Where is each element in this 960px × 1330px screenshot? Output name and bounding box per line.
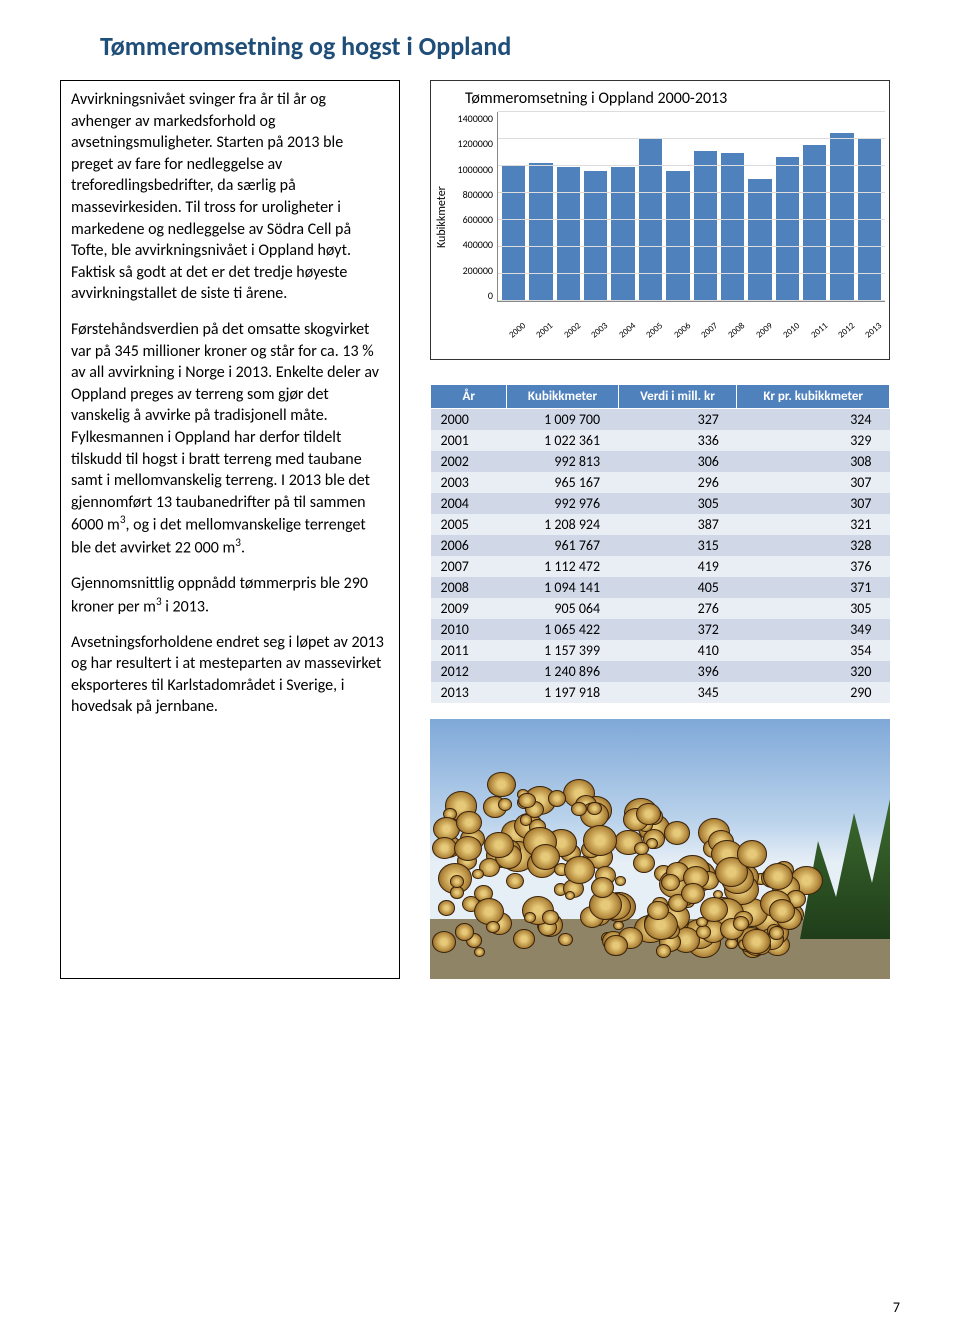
- th-krpr: Kr pr. kubikkmeter: [737, 385, 890, 409]
- chart-bar: [803, 145, 826, 301]
- th-year: År: [431, 385, 507, 409]
- table-row: 20051 208 924387321: [431, 514, 890, 535]
- chart-bar: [748, 179, 771, 301]
- y-tick: 800000: [451, 188, 493, 201]
- table-row: 20131 197 918345290: [431, 682, 890, 703]
- chart-bar: [666, 171, 689, 301]
- table-row: 20081 094 141405371: [431, 577, 890, 598]
- chart-bar: [776, 157, 799, 301]
- chart-bar: [557, 167, 580, 301]
- chart-y-ticks: 1400000 1200000 1000000 800000 600000 400000 2…: [451, 112, 497, 302]
- th-verdi: Verdi i mill. kr: [618, 385, 737, 409]
- chart-title: Tømmeromsetning i Oppland 2000-2013: [465, 89, 885, 108]
- table-row: 2003965 167296307: [431, 472, 890, 493]
- chart-bar: [611, 167, 634, 301]
- page-number: 7: [893, 1299, 900, 1316]
- table-row: 2002992 813306308: [431, 451, 890, 472]
- table-row: 20001 009 700327324: [431, 409, 890, 431]
- table-row: 2006961 767315328: [431, 535, 890, 556]
- table-row: 20121 240 896396320: [431, 661, 890, 682]
- paragraph-3: Gjennomsnittlig oppnådd tømmerpris ble 2…: [71, 573, 389, 618]
- table-header-row: År Kubikkmeter Verdi i mill. kr Kr pr. k…: [431, 385, 890, 409]
- chart-bar: [721, 153, 744, 301]
- y-tick: 400000: [451, 238, 493, 251]
- table-row: 20071 112 472419376: [431, 556, 890, 577]
- chart-bar: [858, 139, 881, 301]
- table-row: 2004992 976305307: [431, 493, 890, 514]
- chart-bar: [584, 171, 607, 301]
- y-tick: 1000000: [451, 163, 493, 176]
- paragraph-4: Avsetningsforholdene endret seg i løpet …: [71, 632, 389, 718]
- y-tick: 1400000: [451, 112, 493, 125]
- chart-y-label: Kubikkmeter: [435, 112, 451, 322]
- page-title: Tømmeromsetning og hogst i Oppland: [100, 30, 900, 62]
- paragraph-2: Førstehåndsverdien på det omsatte skogvi…: [71, 319, 389, 559]
- chart-bar: [529, 163, 552, 301]
- data-table: År Kubikkmeter Verdi i mill. kr Kr pr. k…: [430, 384, 890, 703]
- content-columns: Avvirkningsnivået svinger fra år til år …: [60, 80, 900, 979]
- chart-bar: [502, 165, 525, 301]
- table-row: 20101 065 422372349: [431, 619, 890, 640]
- bar-chart: Tømmeromsetning i Oppland 2000-2013 Kubi…: [430, 80, 890, 360]
- y-tick: 1200000: [451, 137, 493, 150]
- chart-bar: [694, 151, 717, 301]
- body-text-box: Avvirkningsnivået svinger fra år til år …: [60, 80, 400, 979]
- y-tick: 600000: [451, 213, 493, 226]
- right-column: Tømmeromsetning i Oppland 2000-2013 Kubi…: [430, 80, 900, 979]
- th-kubikk: Kubikkmeter: [507, 385, 618, 409]
- y-tick: 0: [451, 289, 493, 302]
- paragraph-1: Avvirkningsnivået svinger fra år til år …: [71, 89, 389, 305]
- table-row: 20111 157 399410354: [431, 640, 890, 661]
- table-row: 20011 022 361336329: [431, 430, 890, 451]
- y-tick: 200000: [451, 264, 493, 277]
- timber-photo: [430, 719, 890, 979]
- chart-plot-area: [497, 112, 885, 302]
- chart-x-ticks: 2000200120022003200420052006200720082009…: [497, 322, 885, 335]
- table-row: 2009905 064276305: [431, 598, 890, 619]
- chart-bar: [830, 133, 853, 301]
